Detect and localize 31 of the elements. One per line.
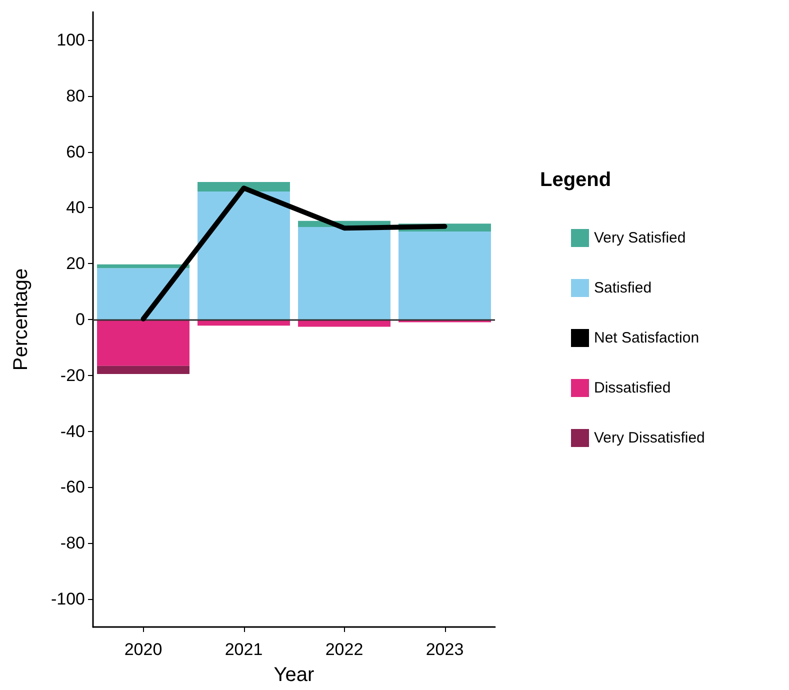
x-tick-label: 2023 (426, 640, 464, 659)
bar (97, 268, 190, 320)
legend-title: Legend (540, 169, 612, 191)
y-tick-label: 60 (66, 142, 85, 162)
y-tick-label: -20 (60, 366, 85, 385)
y-tick-label: 40 (66, 198, 85, 218)
y-tick-label: -80 (60, 534, 85, 553)
legend-label: Very Dissatisfied (594, 430, 705, 446)
bar (97, 320, 190, 366)
bar (198, 191, 290, 320)
x-tick-label: 2021 (224, 640, 263, 659)
x-axis-title: Year (274, 664, 315, 686)
legend-label: Very Satisfied (594, 230, 686, 246)
y-tick-label: 20 (66, 254, 85, 274)
legend-label: Satisfied (594, 280, 652, 296)
y-axis-title: Percentage (10, 268, 32, 371)
y-tick-label: -100 (50, 590, 85, 609)
y-tick-label: 0 (76, 310, 85, 329)
x-tick-label: 2022 (325, 640, 364, 659)
y-tick-label: -40 (60, 422, 85, 441)
bar (298, 226, 390, 320)
bar (198, 182, 290, 192)
bar (97, 264, 190, 268)
bar (398, 231, 491, 320)
y-tick-label: -60 (60, 478, 85, 497)
legend-label: Dissatisfied (594, 380, 671, 396)
x-tick-label: 2020 (124, 640, 162, 659)
legend-label: Net Satisfaction (594, 330, 700, 346)
y-tick-label: 80 (66, 86, 85, 106)
y-tick-label: 100 (56, 30, 85, 50)
bar (97, 366, 190, 374)
